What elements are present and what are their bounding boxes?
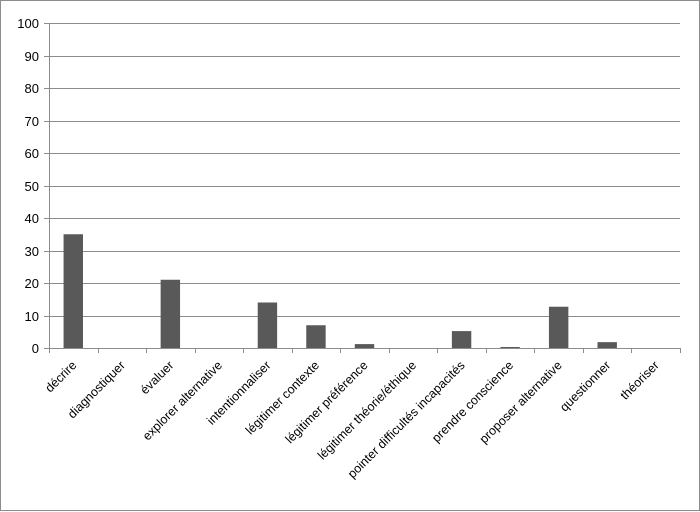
axes bbox=[49, 23, 681, 353]
y-tick-label: 20 bbox=[25, 276, 39, 291]
bar-11 bbox=[597, 342, 617, 348]
y-tick-label: 70 bbox=[25, 114, 39, 129]
x-tick-label: évaluer bbox=[138, 358, 177, 397]
bar-2 bbox=[160, 279, 181, 348]
y-tick-label: 40 bbox=[25, 211, 39, 226]
y-tick-label: 30 bbox=[25, 244, 39, 259]
bar-6 bbox=[354, 344, 375, 348]
y-tick-label: 80 bbox=[25, 81, 39, 96]
x-tick-label: prendre conscience bbox=[429, 358, 516, 445]
x-tick-label: décrire bbox=[42, 358, 79, 395]
gridlines bbox=[44, 23, 680, 349]
bars bbox=[63, 234, 617, 348]
y-tick-label: 90 bbox=[25, 49, 39, 64]
bar-8 bbox=[451, 331, 472, 348]
y-tick-label: 0 bbox=[32, 341, 39, 356]
y-tick-label: 10 bbox=[25, 309, 39, 324]
bar-0 bbox=[63, 234, 83, 348]
x-tick-label: légitimer théorie/éthique bbox=[315, 358, 419, 462]
bar-4 bbox=[257, 302, 278, 348]
bar-5 bbox=[306, 325, 326, 348]
x-tick-label: proposer alternative bbox=[477, 358, 565, 446]
y-tick-labels: 0 10 20 30 40 50 60 70 80 90 100 bbox=[17, 16, 39, 356]
y-tick-label: 50 bbox=[25, 179, 39, 194]
bar-9 bbox=[500, 347, 520, 348]
x-tick-label: théoriser bbox=[618, 358, 662, 402]
y-tick-label: 100 bbox=[17, 16, 39, 31]
bar-10 bbox=[548, 306, 569, 348]
x-tick-label: questionner bbox=[557, 358, 613, 414]
y-tick-label: 60 bbox=[25, 146, 39, 161]
x-tick-label: légitimer préférence bbox=[283, 358, 371, 446]
